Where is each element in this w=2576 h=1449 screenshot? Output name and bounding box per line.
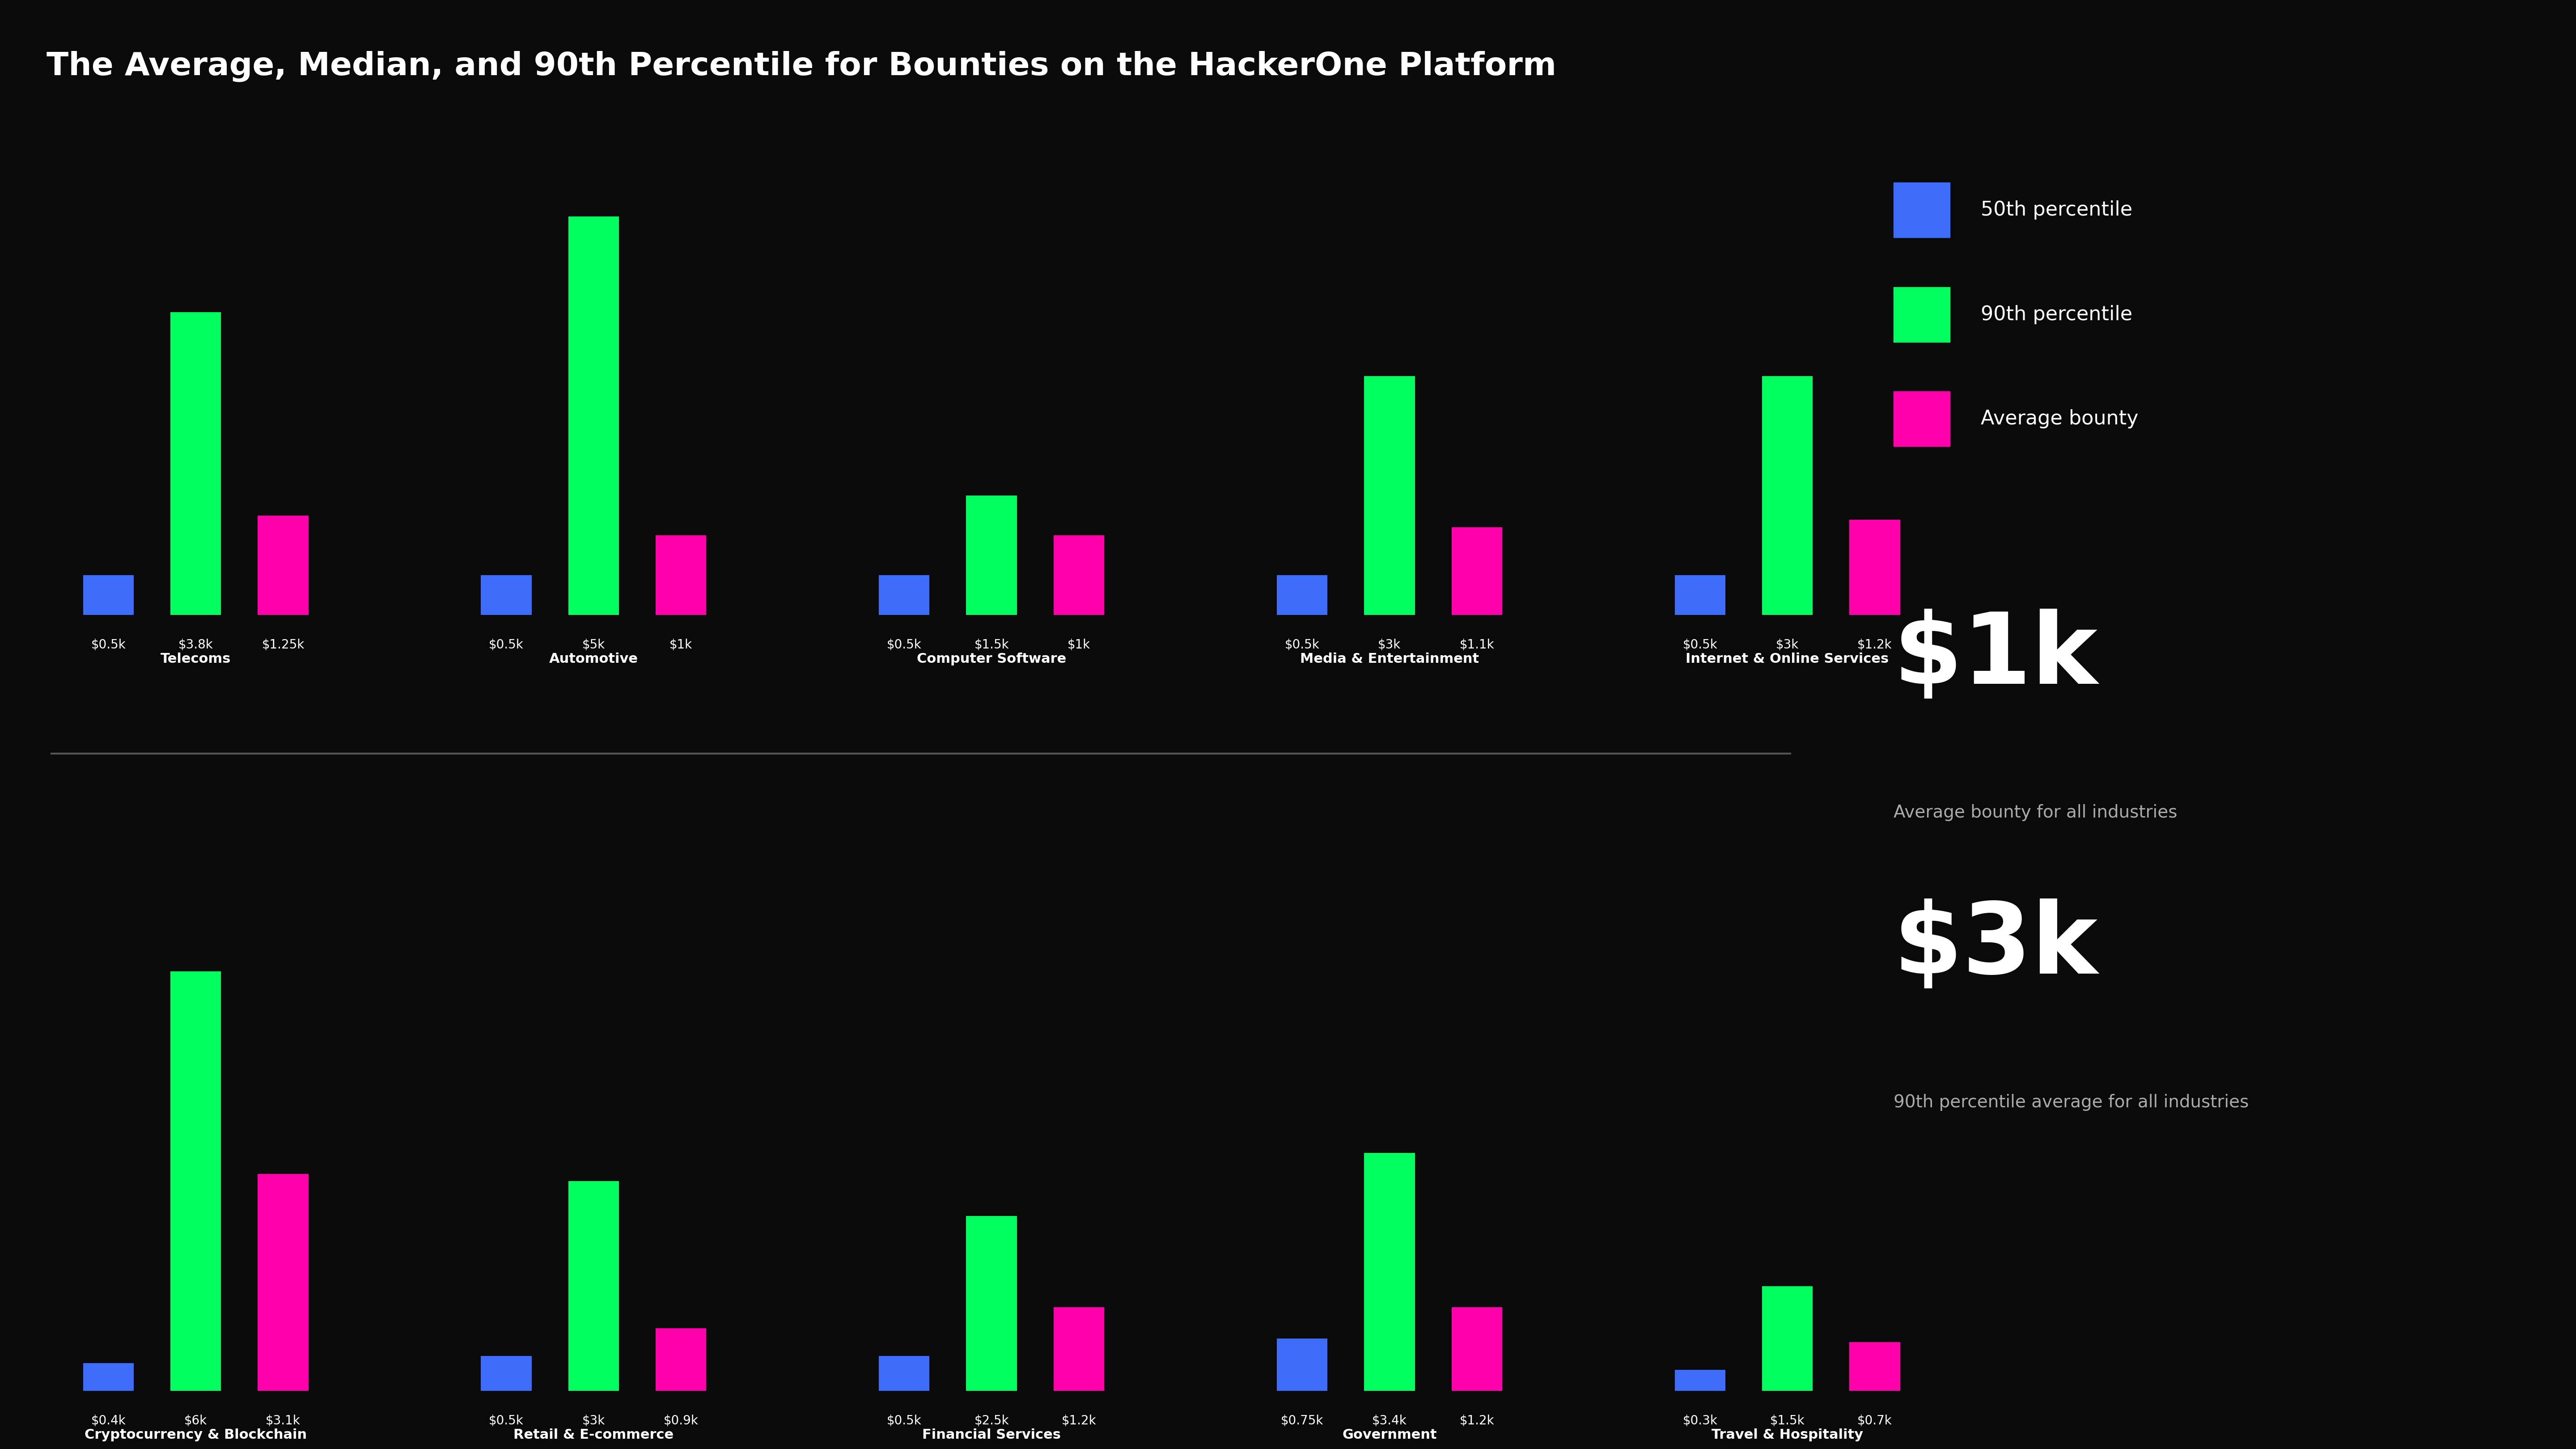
- Text: 50th percentile: 50th percentile: [1981, 200, 2133, 220]
- Bar: [170, 313, 222, 616]
- Bar: [657, 536, 706, 616]
- Bar: [966, 496, 1018, 616]
- Text: $3k: $3k: [1378, 639, 1401, 651]
- Bar: [878, 1356, 930, 1391]
- X-axis label: Internet & Online Services: Internet & Online Services: [1685, 652, 1888, 665]
- Text: The Average, Median, and 90th Percentile for Bounties on the HackerOne Platform: The Average, Median, and 90th Percentile…: [46, 51, 1556, 81]
- X-axis label: Travel & Hospitality: Travel & Hospitality: [1710, 1429, 1862, 1442]
- Text: $0.5k: $0.5k: [1682, 639, 1718, 651]
- Bar: [482, 575, 531, 616]
- Text: $1.5k: $1.5k: [1770, 1414, 1806, 1427]
- Text: $1k: $1k: [1893, 609, 2097, 704]
- X-axis label: Computer Software: Computer Software: [917, 652, 1066, 665]
- Text: $3.1k: $3.1k: [265, 1414, 301, 1427]
- Bar: [1278, 1339, 1327, 1391]
- Bar: [1278, 575, 1327, 616]
- Text: $3k: $3k: [1775, 639, 1798, 651]
- Text: $0.5k: $0.5k: [886, 1414, 922, 1427]
- Text: 90th percentile: 90th percentile: [1981, 304, 2133, 325]
- Text: Average bounty: Average bounty: [1981, 409, 2138, 429]
- Text: $1.2k: $1.2k: [1061, 1414, 1097, 1427]
- Text: $1.2k: $1.2k: [1857, 639, 1893, 651]
- Text: $0.5k: $0.5k: [90, 639, 126, 651]
- Bar: [1365, 377, 1414, 616]
- Text: $0.5k: $0.5k: [886, 639, 922, 651]
- Text: $0.5k: $0.5k: [489, 639, 523, 651]
- X-axis label: Telecoms: Telecoms: [160, 652, 232, 665]
- Bar: [966, 1216, 1018, 1391]
- Bar: [1674, 575, 1726, 616]
- Bar: [1762, 377, 1814, 616]
- Bar: [258, 1174, 309, 1391]
- Bar: [1762, 1287, 1814, 1391]
- Bar: [1054, 1307, 1105, 1391]
- X-axis label: Automotive: Automotive: [549, 652, 639, 665]
- Text: $1.1k: $1.1k: [1461, 639, 1494, 651]
- X-axis label: Retail & E-commerce: Retail & E-commerce: [513, 1429, 675, 1442]
- Bar: [1054, 536, 1105, 616]
- Bar: [1674, 1371, 1726, 1391]
- Text: $3.4k: $3.4k: [1373, 1414, 1406, 1427]
- Text: $3.8k: $3.8k: [178, 639, 214, 651]
- Text: $1.2k: $1.2k: [1461, 1414, 1494, 1427]
- Bar: [258, 516, 309, 616]
- X-axis label: Cryptocurrency & Blockchain: Cryptocurrency & Blockchain: [85, 1429, 307, 1442]
- Bar: [657, 1329, 706, 1391]
- Bar: [569, 1181, 618, 1391]
- Text: $1k: $1k: [1066, 639, 1090, 651]
- Text: $0.9k: $0.9k: [665, 1414, 698, 1427]
- Text: $1k: $1k: [670, 639, 693, 651]
- Text: $3k: $3k: [1893, 898, 2097, 994]
- Bar: [82, 575, 134, 616]
- Bar: [170, 971, 222, 1391]
- Bar: [82, 1364, 134, 1391]
- Bar: [1365, 1153, 1414, 1391]
- Bar: [1850, 520, 1901, 616]
- Bar: [482, 1356, 531, 1391]
- Text: 90th percentile average for all industries: 90th percentile average for all industri…: [1893, 1094, 2249, 1111]
- Text: $1.5k: $1.5k: [974, 639, 1010, 651]
- Text: $0.5k: $0.5k: [1285, 639, 1319, 651]
- Bar: [1850, 1342, 1901, 1391]
- Text: $1.25k: $1.25k: [263, 639, 304, 651]
- Bar: [878, 575, 930, 616]
- X-axis label: Media & Entertainment: Media & Entertainment: [1301, 652, 1479, 665]
- Text: $2.5k: $2.5k: [974, 1414, 1010, 1427]
- X-axis label: Government: Government: [1342, 1429, 1437, 1442]
- Text: Average bounty for all industries: Average bounty for all industries: [1893, 804, 2177, 822]
- Text: $0.3k: $0.3k: [1682, 1414, 1718, 1427]
- Text: $0.7k: $0.7k: [1857, 1414, 1893, 1427]
- X-axis label: Financial Services: Financial Services: [922, 1429, 1061, 1442]
- Bar: [1450, 1307, 1502, 1391]
- Bar: [569, 217, 618, 616]
- Text: $6k: $6k: [185, 1414, 206, 1427]
- Text: $5k: $5k: [582, 639, 605, 651]
- Bar: [1450, 527, 1502, 616]
- Text: $0.75k: $0.75k: [1280, 1414, 1324, 1427]
- Text: $3k: $3k: [582, 1414, 605, 1427]
- Text: $0.5k: $0.5k: [489, 1414, 523, 1427]
- Text: $0.4k: $0.4k: [90, 1414, 126, 1427]
